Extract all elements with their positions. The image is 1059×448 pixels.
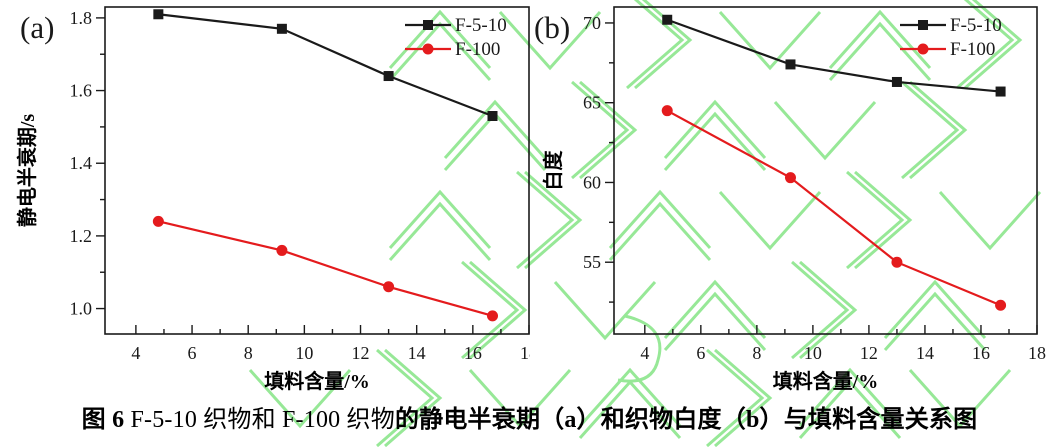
series-F-100	[152, 215, 498, 322]
svg-text:10: 10	[804, 343, 822, 363]
svg-text:55: 55	[583, 252, 601, 272]
data-point-square	[276, 23, 287, 34]
legend-label: F-100	[455, 39, 500, 60]
series-line	[158, 13, 493, 118]
svg-text:1.4: 1.4	[70, 153, 93, 173]
data-point-circle	[152, 215, 164, 227]
svg-text:6: 6	[696, 343, 705, 363]
svg-text:70: 70	[583, 13, 601, 33]
data-point-square	[153, 9, 164, 20]
series-F-100	[661, 105, 1007, 311]
legend-label: F-5-10	[455, 15, 507, 36]
data-point-circle	[891, 256, 903, 268]
svg-text:1.2: 1.2	[70, 226, 93, 246]
data-point-circle	[661, 105, 673, 117]
svg-text:1.0: 1.0	[70, 299, 93, 319]
data-point-circle	[486, 310, 498, 322]
legend: F-5-10 F-100	[900, 15, 1002, 60]
data-point-circle	[995, 299, 1007, 311]
series-line	[158, 220, 493, 317]
y-axis: 55 60 65 70	[583, 13, 614, 303]
y-axis-title: 白度	[541, 150, 565, 191]
svg-text:60: 60	[583, 172, 601, 192]
svg-text:6: 6	[188, 343, 197, 363]
svg-text:65: 65	[583, 93, 601, 113]
data-point-circle	[383, 281, 395, 293]
svg-text:8: 8	[244, 343, 253, 363]
caption-regular-text: F-5-10 织物和 F-100 织物	[124, 407, 395, 433]
legend-marker-square	[918, 20, 928, 30]
svg-text:10: 10	[295, 343, 313, 363]
series-line	[666, 109, 1002, 307]
x-axis-title: 填料含量/%	[773, 369, 879, 393]
panel-label: (a)	[20, 10, 54, 45]
svg-text:18: 18	[520, 343, 530, 363]
svg-text:4: 4	[640, 343, 649, 363]
data-point-circle	[784, 172, 796, 184]
svg-text:8: 8	[752, 343, 761, 363]
svg-text:16: 16	[972, 343, 990, 363]
x-axis: 4 6 8 10 12 14 16 18	[640, 325, 1046, 363]
data-point-square	[383, 71, 394, 82]
x-axis-title: 填料含量/%	[264, 369, 370, 393]
legend-label: F-5-10	[950, 15, 1002, 36]
data-point-square	[995, 86, 1006, 97]
figure-caption: 图 6 F-5-10 织物和 F-100 织物的静电半衰期（a）和织物白度（b）…	[0, 399, 1059, 434]
x-axis: 4 6 8 10 12 14 16 18	[131, 325, 538, 363]
legend-marker-circle	[917, 43, 929, 55]
data-point-square	[785, 59, 796, 70]
data-point-circle	[276, 244, 288, 256]
svg-text:14: 14	[408, 343, 426, 363]
chart-a: 4 6 8 10 12 14 16 18 1.0 1.2 1.4 1.6 1.8 F-5-10 F-100 (…	[0, 0, 538, 403]
data-point-square	[662, 14, 673, 25]
svg-text:12: 12	[860, 343, 878, 363]
svg-text:1.8: 1.8	[70, 8, 93, 28]
legend-marker-square	[423, 20, 433, 30]
svg-text:4: 4	[131, 343, 140, 363]
data-point-square	[891, 76, 902, 87]
svg-text:14: 14	[916, 343, 934, 363]
legend-marker-circle	[422, 43, 434, 55]
panel-label: (b)	[534, 10, 570, 45]
y-axis: 1.0 1.2 1.4 1.6 1.8	[70, 8, 105, 319]
chart-b: 4 6 8 10 12 14 16 18 55 60 65 70 F-5-10 F-100 (b) 填料含量/…	[530, 0, 1059, 403]
y-axis-title: 静电半衰期/s	[15, 114, 39, 228]
svg-text:12: 12	[352, 343, 370, 363]
charts-row: 4 6 8 10 12 14 16 18 1.0 1.2 1.4 1.6 1.8 F-5-10 F-100 (…	[0, 0, 1059, 403]
legend: F-5-10 F-100	[405, 15, 507, 60]
svg-text:18: 18	[1028, 343, 1046, 363]
caption-figure-number: 图 6	[81, 407, 125, 433]
chart-b-svg: 4 6 8 10 12 14 16 18 55 60 65 70 F-5-10 F-100 (b) 填料含量/…	[534, 6, 1046, 393]
svg-text:1.6: 1.6	[70, 81, 93, 101]
data-point-square	[487, 111, 498, 121]
chart-a-svg: 4 6 8 10 12 14 16 18 1.0 1.2 1.4 1.6 1.8 F-5-10 F-100 (…	[15, 6, 538, 393]
caption-bold-text: 的静电半衰期（a）和织物白度（b）与填料含量关系图	[394, 407, 978, 433]
legend-label: F-100	[950, 39, 995, 60]
svg-text:16: 16	[464, 343, 482, 363]
